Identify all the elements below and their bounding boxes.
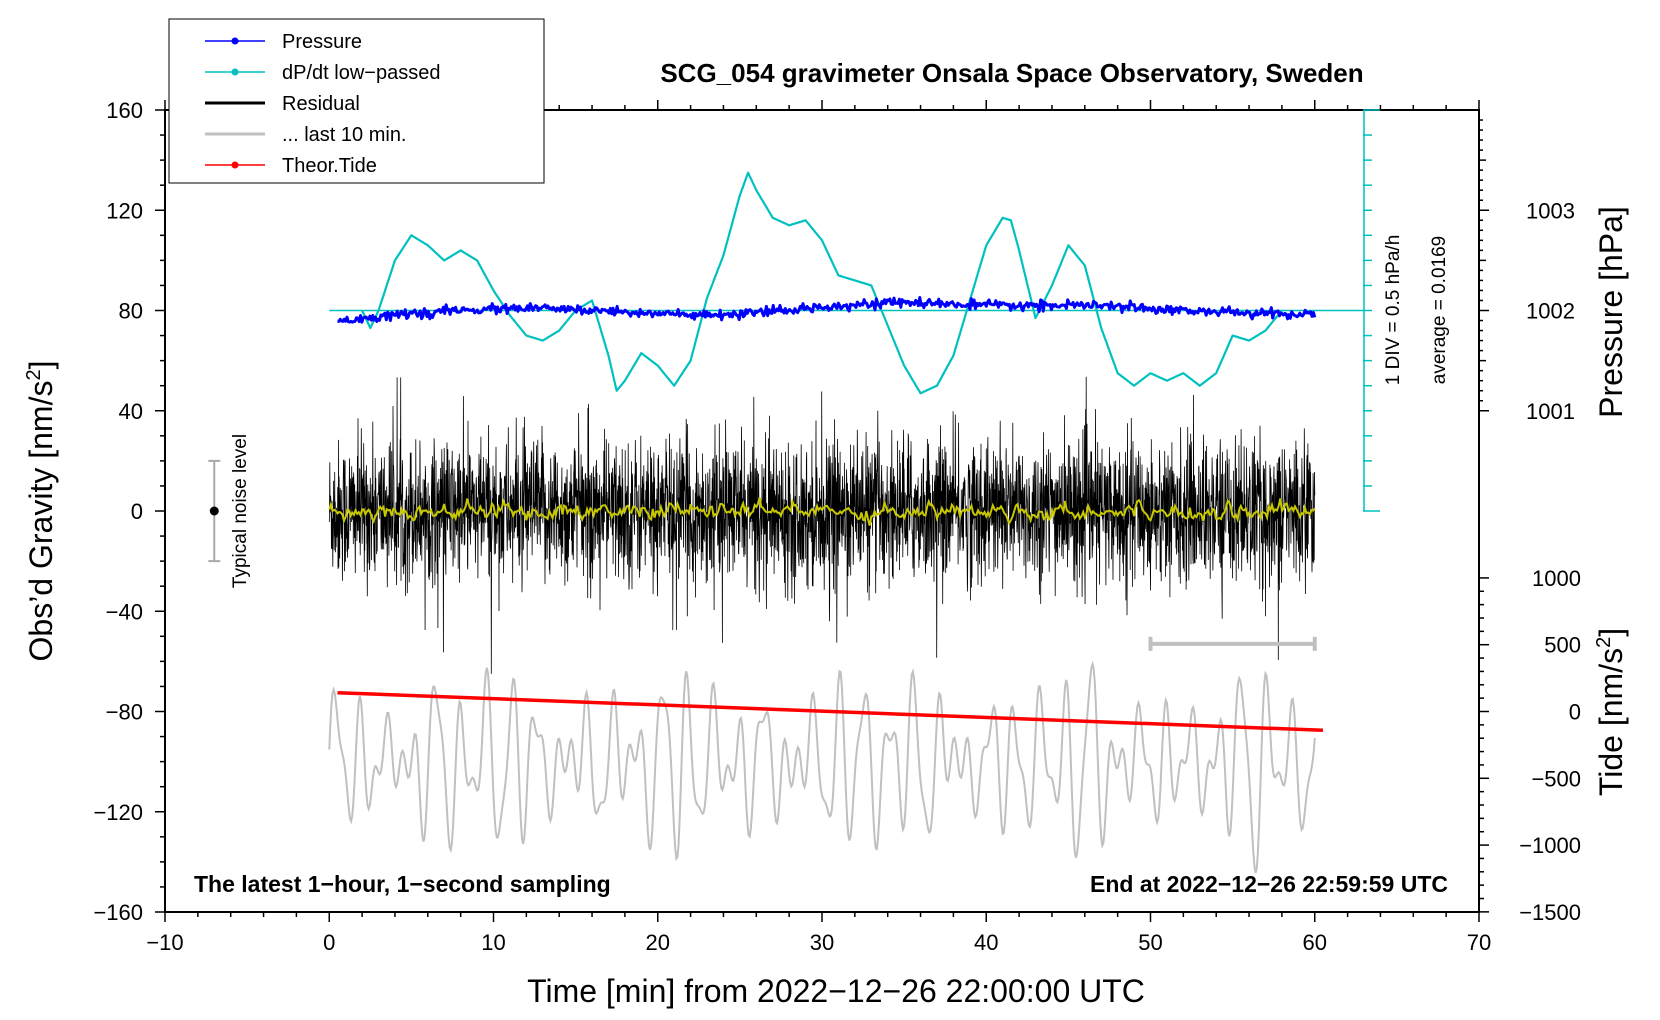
residual-smoothed-line [328, 497, 1316, 526]
average-label: average = 0.0169 [1429, 236, 1450, 384]
legend-label: Theor.Tide [282, 155, 377, 177]
axis-ticks [155, 100, 1489, 922]
y-tick-label: −120 [93, 800, 143, 825]
x-tick-label: 50 [1138, 930, 1162, 955]
legend-label: dP/dt low−passed [282, 62, 440, 84]
x-tick-label: 30 [810, 930, 834, 955]
residual-line [328, 376, 1316, 674]
pressure-tick-label: 1001 [1526, 399, 1575, 424]
tide-axis-title-close: ] [1593, 628, 1629, 637]
x-axis-tick-labels: −10 0 10 20 30 40 50 60 70 [146, 930, 1491, 955]
theor-tide-line [337, 690, 1324, 733]
noise-bar-dot [209, 506, 219, 516]
legend-marker [231, 68, 239, 76]
legend-label: Residual [282, 93, 360, 115]
x-tick-label: 60 [1303, 930, 1327, 955]
series-layer [328, 109, 1381, 874]
y-tick-label: −160 [93, 900, 143, 925]
legend-label: Pressure [282, 31, 362, 53]
bottom-left-note: The latest 1−hour, 1−second sampling [194, 871, 611, 897]
legend: Pressure dP/dt low−passed Residual ... last… [168, 18, 545, 184]
tide-tick-label: −1500 [1519, 900, 1581, 925]
tide-axis-tick-labels: 1000 500 0 −500 −1000 −1500 [1519, 566, 1581, 925]
legend-box [168, 18, 545, 184]
last-10-min-line [328, 660, 1316, 874]
pressure-tick-label: 1003 [1526, 198, 1575, 223]
chart-title: SCG_054 gravimeter Onsala Space Observat… [660, 58, 1363, 88]
y-axis-title: Obs’d Gravity [nm/s2] [23, 361, 59, 662]
tide-axis-title-sup: 2 [1593, 637, 1615, 648]
annotations [208, 459, 1317, 651]
legend-marker [231, 37, 239, 45]
x-tick-label: −10 [146, 930, 183, 955]
y-axis-title-text: Obs’d Gravity [nm/s [23, 381, 59, 662]
tide-tick-label: 0 [1569, 700, 1581, 725]
y-axis-title-close: ] [23, 361, 59, 370]
x-tick-label: 0 [323, 930, 335, 955]
y-axis-tick-labels: 160 120 80 40 0 −40 −80 −120 −160 [93, 98, 143, 925]
tide-tick-label: −1000 [1519, 833, 1581, 858]
x-tick-label: 20 [646, 930, 670, 955]
x-tick-label: 10 [481, 930, 505, 955]
pressure-line [337, 296, 1317, 324]
x-axis-title: Time [min] from 2022−12−26 22:00:00 UTC [527, 973, 1145, 1009]
y-tick-label: 80 [119, 299, 143, 324]
y-tick-label: 0 [131, 499, 143, 524]
tide-axis-title: Tide [nm/s2] [1593, 628, 1629, 796]
y-tick-label: 160 [106, 98, 143, 123]
pressure-axis-title: Pressure [hPa] [1593, 206, 1629, 418]
y-tick-label: −40 [106, 599, 143, 624]
pressure-tick-label: 1002 [1526, 299, 1575, 324]
y-tick-label: 120 [106, 198, 143, 223]
dpdt-scale-label: 1 DIV = 0.5 hPa/h [1383, 235, 1404, 386]
x-tick-label: 40 [974, 930, 998, 955]
bottom-right-note: End at 2022−12−26 22:59:59 UTC [1090, 871, 1448, 897]
tide-tick-label: −500 [1531, 766, 1581, 791]
y-tick-label: −80 [106, 700, 143, 725]
y-tick-label: 40 [119, 399, 143, 424]
legend-label: ... last 10 min. [282, 124, 407, 146]
y-axis-title-sup: 2 [23, 369, 45, 380]
dpdt-line [361, 171, 1283, 395]
pressure-axis-tick-labels: 1003 1002 1001 [1526, 198, 1575, 424]
noise-level-label: Typical noise level [230, 434, 251, 588]
legend-marker [231, 161, 239, 169]
tide-tick-label: 500 [1544, 633, 1581, 658]
x-tick-label: 70 [1467, 930, 1491, 955]
tide-axis-title-text: Tide [nm/s [1593, 648, 1629, 796]
tide-tick-label: 1000 [1532, 566, 1581, 591]
